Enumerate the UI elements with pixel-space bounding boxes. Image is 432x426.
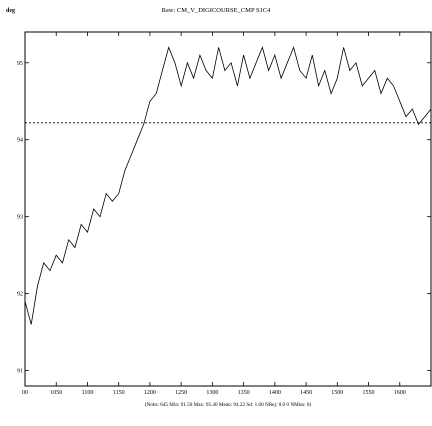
x-tick-label: 1200 <box>144 390 156 396</box>
stats-caption: (Nobs: 645 Min: 91.50 Max: 95.40 Mean: 9… <box>145 401 312 408</box>
x-tick-label: 1050 <box>50 390 62 396</box>
series-line <box>24 46 432 325</box>
x-axis-ticks: 00 1050 1100 1150 1200 1250 1300 1350 1400 1450 15… <box>22 32 406 396</box>
x-tick-label: 1100 <box>82 390 94 396</box>
y-axis-ticks: 91 92 93 94 95 <box>17 61 431 375</box>
y-tick-label: 94 <box>17 138 23 144</box>
y-tick-label: 93 <box>17 215 23 221</box>
x-tick-label: 1150 <box>113 390 125 396</box>
y-axis-label: deg <box>6 8 15 14</box>
x-tick-label: 1500 <box>331 390 343 396</box>
y-tick-label: 91 <box>17 369 23 375</box>
x-tick-label: 1250 <box>175 390 187 396</box>
x-tick-label: 1400 <box>269 390 281 396</box>
x-tick-label: 1450 <box>300 390 312 396</box>
x-tick-label: 00 <box>22 390 28 396</box>
x-tick-label: 1550 <box>363 390 375 396</box>
x-tick-label: 1300 <box>206 390 218 396</box>
x-tick-label: 1350 <box>238 390 250 396</box>
y-tick-label: 95 <box>17 61 23 67</box>
x-tick-label: 1600 <box>394 390 406 396</box>
chart-title: Raw: CM_V_DIGICOURSE_CMP S1C4 <box>162 7 272 14</box>
y-tick-label: 92 <box>17 292 23 298</box>
plot-frame <box>24 31 432 387</box>
